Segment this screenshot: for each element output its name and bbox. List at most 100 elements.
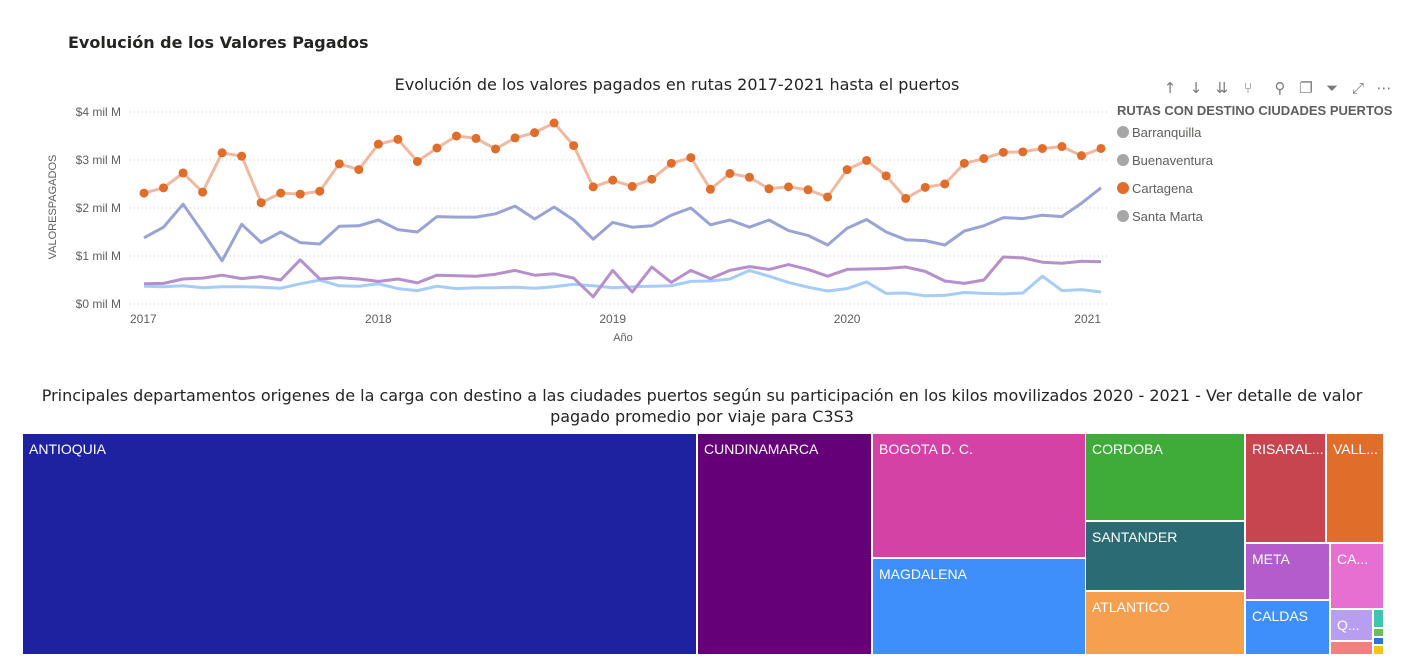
treemap-tile-santander[interactable]: SANTANDER <box>1085 521 1245 591</box>
pin-icon[interactable]: ⚲ <box>1274 79 1286 97</box>
legend-item-cartagena[interactable]: Cartagena <box>1117 174 1392 202</box>
treemap-tile-small[interactable] <box>1373 637 1384 645</box>
line-chart: VALORESPAGADOS Año $0 mil M $1 mil M $2 mi… <box>47 105 1108 344</box>
treemap-tile-label: RISARAL... <box>1252 441 1324 457</box>
focus-mode-icon[interactable]: ⤢ <box>1351 79 1364 97</box>
data-point-cartagena <box>686 153 696 163</box>
more-options-icon[interactable]: ⋯ <box>1376 79 1392 97</box>
data-point-cartagena <box>432 143 442 153</box>
axes: VALORESPAGADOS Año $0 mil M $1 mil M $2 mi… <box>47 105 1101 344</box>
treemap-tile-vall[interactable]: VALL... <box>1326 433 1384 543</box>
double-arrow-down-icon[interactable]: ⇊ <box>1215 79 1229 97</box>
data-point-cartagena <box>705 184 715 194</box>
data-point-cartagena <box>354 165 364 175</box>
x-tick-label: 2021 <box>1074 312 1101 326</box>
treemap-tile-atlantico[interactable]: ATLANTICO <box>1085 591 1245 655</box>
treemap-tile-label: ATLANTICO <box>1092 599 1170 615</box>
treemap-tile-label: BOGOTA D. C. <box>879 441 973 457</box>
treemap-tile-bogota-d-c[interactable]: BOGOTA D. C. <box>872 433 1086 558</box>
treemap-tile-cundinamarca[interactable]: CUNDINAMARCA <box>697 433 872 655</box>
treemap-tile-cordoba[interactable]: CORDOBA <box>1085 433 1245 521</box>
fork-down-icon[interactable]: ⑂ <box>1243 79 1253 97</box>
treemap-tile-label: ANTIOQUIA <box>29 441 107 457</box>
data-point-cartagena <box>451 131 461 141</box>
treemap-tile-caldas[interactable]: CALDAS <box>1245 600 1330 655</box>
data-point-cartagena <box>744 172 754 182</box>
data-point-cartagena <box>217 148 227 158</box>
treemap-tile-meta[interactable]: META <box>1245 543 1330 600</box>
data-point-cartagena <box>901 193 911 203</box>
treemap-tile-label: CA... <box>1337 551 1369 567</box>
series-line-barranquilla <box>143 186 1102 263</box>
data-point-cartagena <box>1076 151 1086 161</box>
arrow-down-icon[interactable]: ↓ <box>1189 79 1203 97</box>
y-tick-label: $2 mil M <box>76 201 121 215</box>
treemap-tile-magdalena[interactable]: MAGDALENA <box>872 558 1086 655</box>
data-point-cartagena <box>1096 143 1106 153</box>
line-chart-title: Evolución de los valores pagados en ruta… <box>394 75 960 94</box>
treemap-tile-ca[interactable]: CA... <box>1330 543 1384 609</box>
data-point-cartagena <box>256 198 266 208</box>
legend-item-buenaventura[interactable]: Buenaventura <box>1117 146 1392 174</box>
page-title: Evolución de los Valores Pagados <box>68 33 369 52</box>
data-point-cartagena <box>334 159 344 169</box>
data-point-cartagena <box>608 175 618 185</box>
treemap-tile-label: CORDOBA <box>1092 441 1163 457</box>
data-point-cartagena <box>159 183 169 193</box>
data-point-cartagena <box>920 182 930 192</box>
data-point-cartagena <box>569 141 579 151</box>
data-point-cartagena <box>940 179 950 189</box>
data-point-cartagena <box>373 139 383 149</box>
treemap-tile-label: MAGDALENA <box>879 566 967 582</box>
legend-label: Cartagena <box>1132 180 1193 196</box>
grid-lines <box>130 111 1108 305</box>
filter-icon[interactable]: ⏷ <box>1325 79 1338 97</box>
data-point-cartagena <box>803 185 813 195</box>
legend-marker <box>1117 210 1129 222</box>
treemap-tile-risaral[interactable]: RISARAL... <box>1245 433 1326 543</box>
data-point-cartagena <box>959 158 969 168</box>
legend: RUTAS CON DESTINO CIUDADES PUERTOS Barra… <box>1117 103 1392 230</box>
data-point-cartagena <box>881 171 891 181</box>
data-point-cartagena <box>862 155 872 165</box>
x-axis-label: Año <box>613 332 633 344</box>
data-point-cartagena <box>178 168 188 178</box>
treemap-tile-small[interactable] <box>1373 609 1384 628</box>
data-point-cartagena <box>139 188 149 198</box>
data-point-cartagena <box>1037 143 1047 153</box>
treemap-tile-antioquia[interactable]: ANTIOQUIA <box>22 433 697 655</box>
data-point-cartagena <box>666 158 676 168</box>
legend-item-barranquilla[interactable]: Barranquilla <box>1117 118 1392 146</box>
treemap-tile-small[interactable] <box>1373 645 1384 655</box>
copy-icon[interactable]: ❐ <box>1299 79 1313 97</box>
visual-header-toolbar: ↑ ↓ ⇊ ⑂ ⚲ ❐ ⏷ ⤢ ⋯ <box>1157 78 1397 98</box>
treemap-tile-label: CUNDINAMARCA <box>704 441 819 457</box>
data-point-cartagena <box>1057 142 1067 152</box>
legend-title: RUTAS CON DESTINO CIUDADES PUERTOS <box>1117 103 1393 118</box>
data-point-cartagena <box>276 188 286 198</box>
legend-label: Barranquilla <box>1132 124 1202 140</box>
data-point-cartagena <box>295 189 305 199</box>
data-point-cartagena <box>412 156 422 166</box>
data-point-cartagena <box>998 147 1008 157</box>
series-layer <box>139 118 1106 299</box>
series-line-santa-marta <box>143 268 1102 298</box>
y-axis-label: VALORESPAGADOS <box>47 155 59 260</box>
legend-item-santa-marta[interactable]: Santa Marta <box>1117 202 1392 230</box>
treemap: ANTIOQUIA CUNDINAMARCA BOGOTA D. C. MAGDALE… <box>22 433 1384 655</box>
data-point-cartagena <box>237 151 247 161</box>
series-line-cartagena <box>143 121 1102 205</box>
data-point-cartagena <box>979 154 989 164</box>
treemap-tile-small[interactable] <box>1373 628 1384 637</box>
data-point-cartagena <box>491 144 501 154</box>
legend-label: Buenaventura <box>1132 152 1213 168</box>
data-point-cartagena <box>471 133 481 143</box>
x-tick-label: 2020 <box>834 312 861 326</box>
arrow-up-icon[interactable]: ↑ <box>1163 79 1177 97</box>
data-point-cartagena <box>530 128 540 138</box>
data-point-cartagena <box>588 182 598 192</box>
treemap-tile-q[interactable]: Q... <box>1330 609 1373 641</box>
x-tick-label: 2019 <box>599 312 626 326</box>
treemap-title: Principales departamentos origenes de la… <box>41 386 1363 426</box>
treemap-tile-small[interactable] <box>1330 641 1373 655</box>
